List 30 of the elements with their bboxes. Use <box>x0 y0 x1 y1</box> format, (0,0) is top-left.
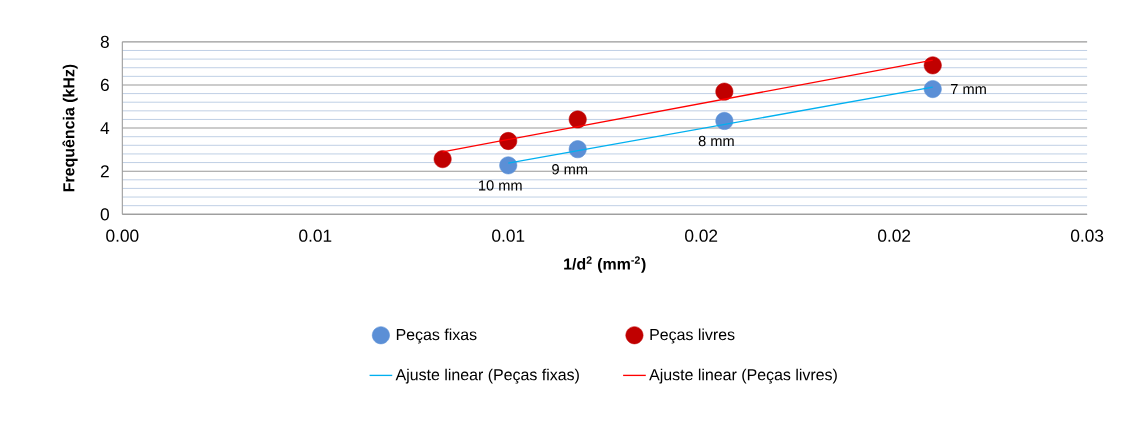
point <box>923 80 942 99</box>
point <box>568 110 587 129</box>
x-tick-label: 0.01 <box>299 229 332 243</box>
point <box>715 112 734 131</box>
legend-label: Peças livres <box>650 328 735 344</box>
annotation: 8 mm <box>698 136 734 147</box>
legend-label: Peças fixas <box>396 328 477 344</box>
point <box>568 140 587 159</box>
annotation: 10 mm <box>479 180 522 191</box>
point <box>923 56 942 75</box>
x-tick-label: 0.02 <box>878 229 911 243</box>
y-axis-title: Frequência (kHz) <box>62 64 78 192</box>
y-tick-label: 4 <box>100 122 110 135</box>
annotation: 9 mm <box>552 164 588 175</box>
y-tick-label: 2 <box>100 165 109 178</box>
legend-label: Ajuste linear (Peças fixas) <box>395 368 579 384</box>
annotation: 7 mm <box>951 84 986 95</box>
point <box>433 150 452 169</box>
point <box>499 132 518 151</box>
legend-label: Ajuste linear (Peças livres) <box>649 368 837 384</box>
x-axis-title: 1/d$^{2}$ (mm$^{-2}$) <box>564 256 646 274</box>
x-tick-label: 0.00 <box>106 229 139 243</box>
x-tick-label: 0.03 <box>1070 229 1104 243</box>
point <box>499 156 518 175</box>
y-tick-label: 8 <box>100 35 109 49</box>
point <box>715 82 734 101</box>
y-tick-label: 6 <box>100 79 109 92</box>
y-tick-label: 0 <box>100 208 109 221</box>
x-tick-label: 0.01 <box>492 229 525 243</box>
x-tick-label: 0.02 <box>685 229 718 243</box>
